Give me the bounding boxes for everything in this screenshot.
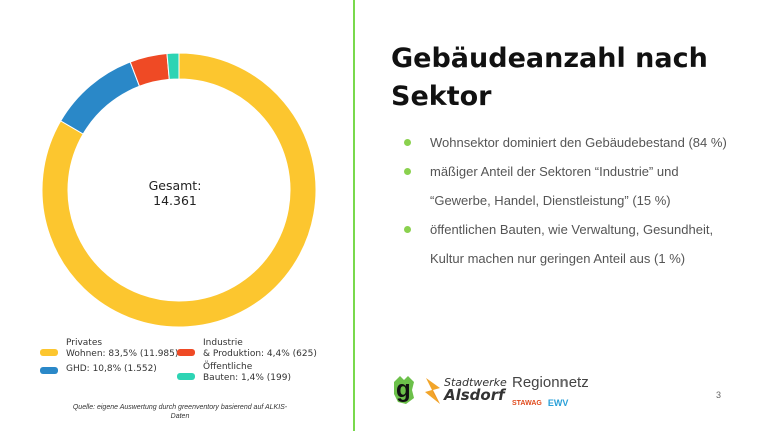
legend-text-ghd: GHD: 10,8% (1.552) xyxy=(66,364,157,375)
stawag-logo: STAWAG xyxy=(512,399,542,407)
legend-line: & Produktion: 4,4% (625) xyxy=(203,349,317,359)
regionetz-part: etz xyxy=(568,374,589,391)
greenventory-logo-text: g xyxy=(396,376,411,403)
greenventory-logo: g xyxy=(392,376,416,406)
stadtwerke-line: Stadtwerke xyxy=(444,376,507,389)
chart-panel: Gesamt: 14.361 Privates Wohnen: 83,5% (1… xyxy=(0,0,352,431)
vertical-divider xyxy=(353,0,355,431)
regionetz-logo: Regionnetz xyxy=(512,374,589,391)
legend-text-industrie: Industrie & Produktion: 4,4% (625) xyxy=(203,338,317,360)
donut-slice-privates-wohnen xyxy=(41,52,317,328)
legend-text-privates: Privates Wohnen: 83,5% (11.985) xyxy=(66,338,178,360)
page-number: 3 xyxy=(716,390,722,400)
bullet-item: öffentlichen Bauten, wie Verwaltung, Ges… xyxy=(404,215,754,273)
legend-line: Wohnen: 83,5% (11.985) xyxy=(66,349,179,359)
donut-center-label: Gesamt: 14.361 xyxy=(100,178,250,208)
donut-slice-öffentliche-bauten xyxy=(166,52,180,80)
greenventory-leaf-icon xyxy=(394,376,414,404)
legend-item-ghd: GHD: 10,8% (1.552) xyxy=(40,356,157,375)
source-note: Quelle: eigene Auswertung durch greenven… xyxy=(40,403,320,421)
legend-item-industrie: Industrie & Produktion: 4,4% (625) xyxy=(177,338,317,360)
bullet-text: öffentlichen Bauten, wie Verwaltung, Ges… xyxy=(430,222,714,237)
legend-line: GHD: 10,8% (1.552) xyxy=(66,364,157,374)
regionetz-part: Region xyxy=(512,374,560,391)
legend-line: Bauten: 1,4% (199) xyxy=(203,373,291,383)
stadtwerke-bolt-icon xyxy=(425,378,440,404)
donut-slice-ghd xyxy=(60,61,141,135)
ewv-logo: EWV xyxy=(547,398,569,408)
bullet-dot-icon xyxy=(404,168,411,175)
center-label-total: 14.361 xyxy=(153,193,197,208)
logo-bar: g Stadtwerke Alsdorf Regionnetz STAWAG E… xyxy=(392,374,592,414)
legend-item-privates: Privates Wohnen: 83,5% (11.985) xyxy=(40,338,178,360)
legend-item-oeffentlich: Öffentliche Bauten: 1,4% (199) xyxy=(177,362,291,384)
legend-line: Industrie xyxy=(203,338,243,348)
bullet-dot-icon xyxy=(404,139,411,146)
source-line: Quelle: eigene Auswertung durch greenven… xyxy=(72,404,288,411)
bullet-text: “Gewerbe, Handel, Dienstleistung” (15 %) xyxy=(430,193,671,208)
bullet-item: mäßiger Anteil der Sektoren “Industrie” … xyxy=(404,157,754,215)
bullet-text: Wohnsektor dominiert den Gebäudebestand … xyxy=(430,135,727,150)
donut-chart xyxy=(41,52,317,328)
title-line: Gebäudeanzahl nach xyxy=(391,43,708,74)
legend-line: Privates xyxy=(66,338,103,348)
source-line: Daten xyxy=(170,413,190,420)
bullet-list: Wohnsektor dominiert den Gebäudebestand … xyxy=(404,128,754,273)
legend-swatch-oeffentlich xyxy=(177,373,195,380)
stadtwerke-line: Alsdorf xyxy=(444,386,505,404)
legend-swatch-privates xyxy=(40,349,58,356)
bullet-text: mäßiger Anteil der Sektoren “Industrie” … xyxy=(430,164,679,179)
stadtwerke-logo-text: Stadtwerke Alsdorf xyxy=(444,376,507,404)
title-line: Sektor xyxy=(391,81,492,112)
legend-line: Öffentliche xyxy=(203,362,253,372)
center-label-title: Gesamt: xyxy=(148,178,202,193)
slide-title: Gebäudeanzahl nach Sektor xyxy=(391,40,741,116)
legend-swatch-industrie xyxy=(177,349,195,356)
legend-swatch-ghd xyxy=(40,367,58,374)
bullet-dot-icon xyxy=(404,226,411,233)
partner-logos: STAWAG EWV xyxy=(512,398,568,408)
legend-text-oeffentlich: Öffentliche Bauten: 1,4% (199) xyxy=(203,362,291,384)
bullet-item: Wohnsektor dominiert den Gebäudebestand … xyxy=(404,128,754,157)
bullet-text: Kultur machen nur geringen Anteil aus (1… xyxy=(430,251,686,266)
